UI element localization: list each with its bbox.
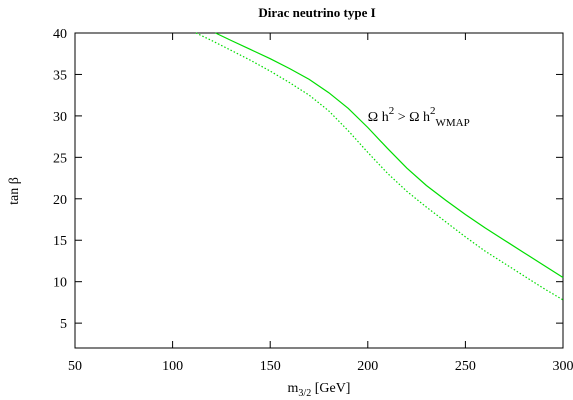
- annotation-label: Ω h2 > Ω h2WMAP: [368, 105, 470, 129]
- x-tick-label: 150: [260, 359, 281, 374]
- y-tick-label: 20: [53, 193, 67, 208]
- y-tick-label: 35: [53, 68, 67, 83]
- y-tick-label: 15: [53, 234, 67, 249]
- x-tick-label: 250: [455, 359, 476, 374]
- x-tick-label: 50: [68, 359, 82, 374]
- y-tick-label: 25: [53, 151, 67, 166]
- series-line-2: [195, 32, 564, 301]
- x-tick-label: 100: [162, 359, 183, 374]
- y-tick-label: 40: [53, 27, 67, 42]
- y-tick-label: 10: [53, 276, 67, 291]
- x-tick-label: 300: [553, 359, 573, 374]
- chart-title: Dirac neutrino type I: [258, 5, 375, 20]
- y-tick-label: 30: [53, 110, 67, 125]
- x-tick-label: 200: [357, 359, 378, 374]
- x-axis-label: m3/2 [GeV]: [288, 381, 351, 399]
- plot-frame: [74, 32, 564, 349]
- series-line-1: [215, 32, 564, 279]
- y-tick-label: 5: [60, 317, 67, 332]
- y-axis-label: tan β: [7, 177, 22, 205]
